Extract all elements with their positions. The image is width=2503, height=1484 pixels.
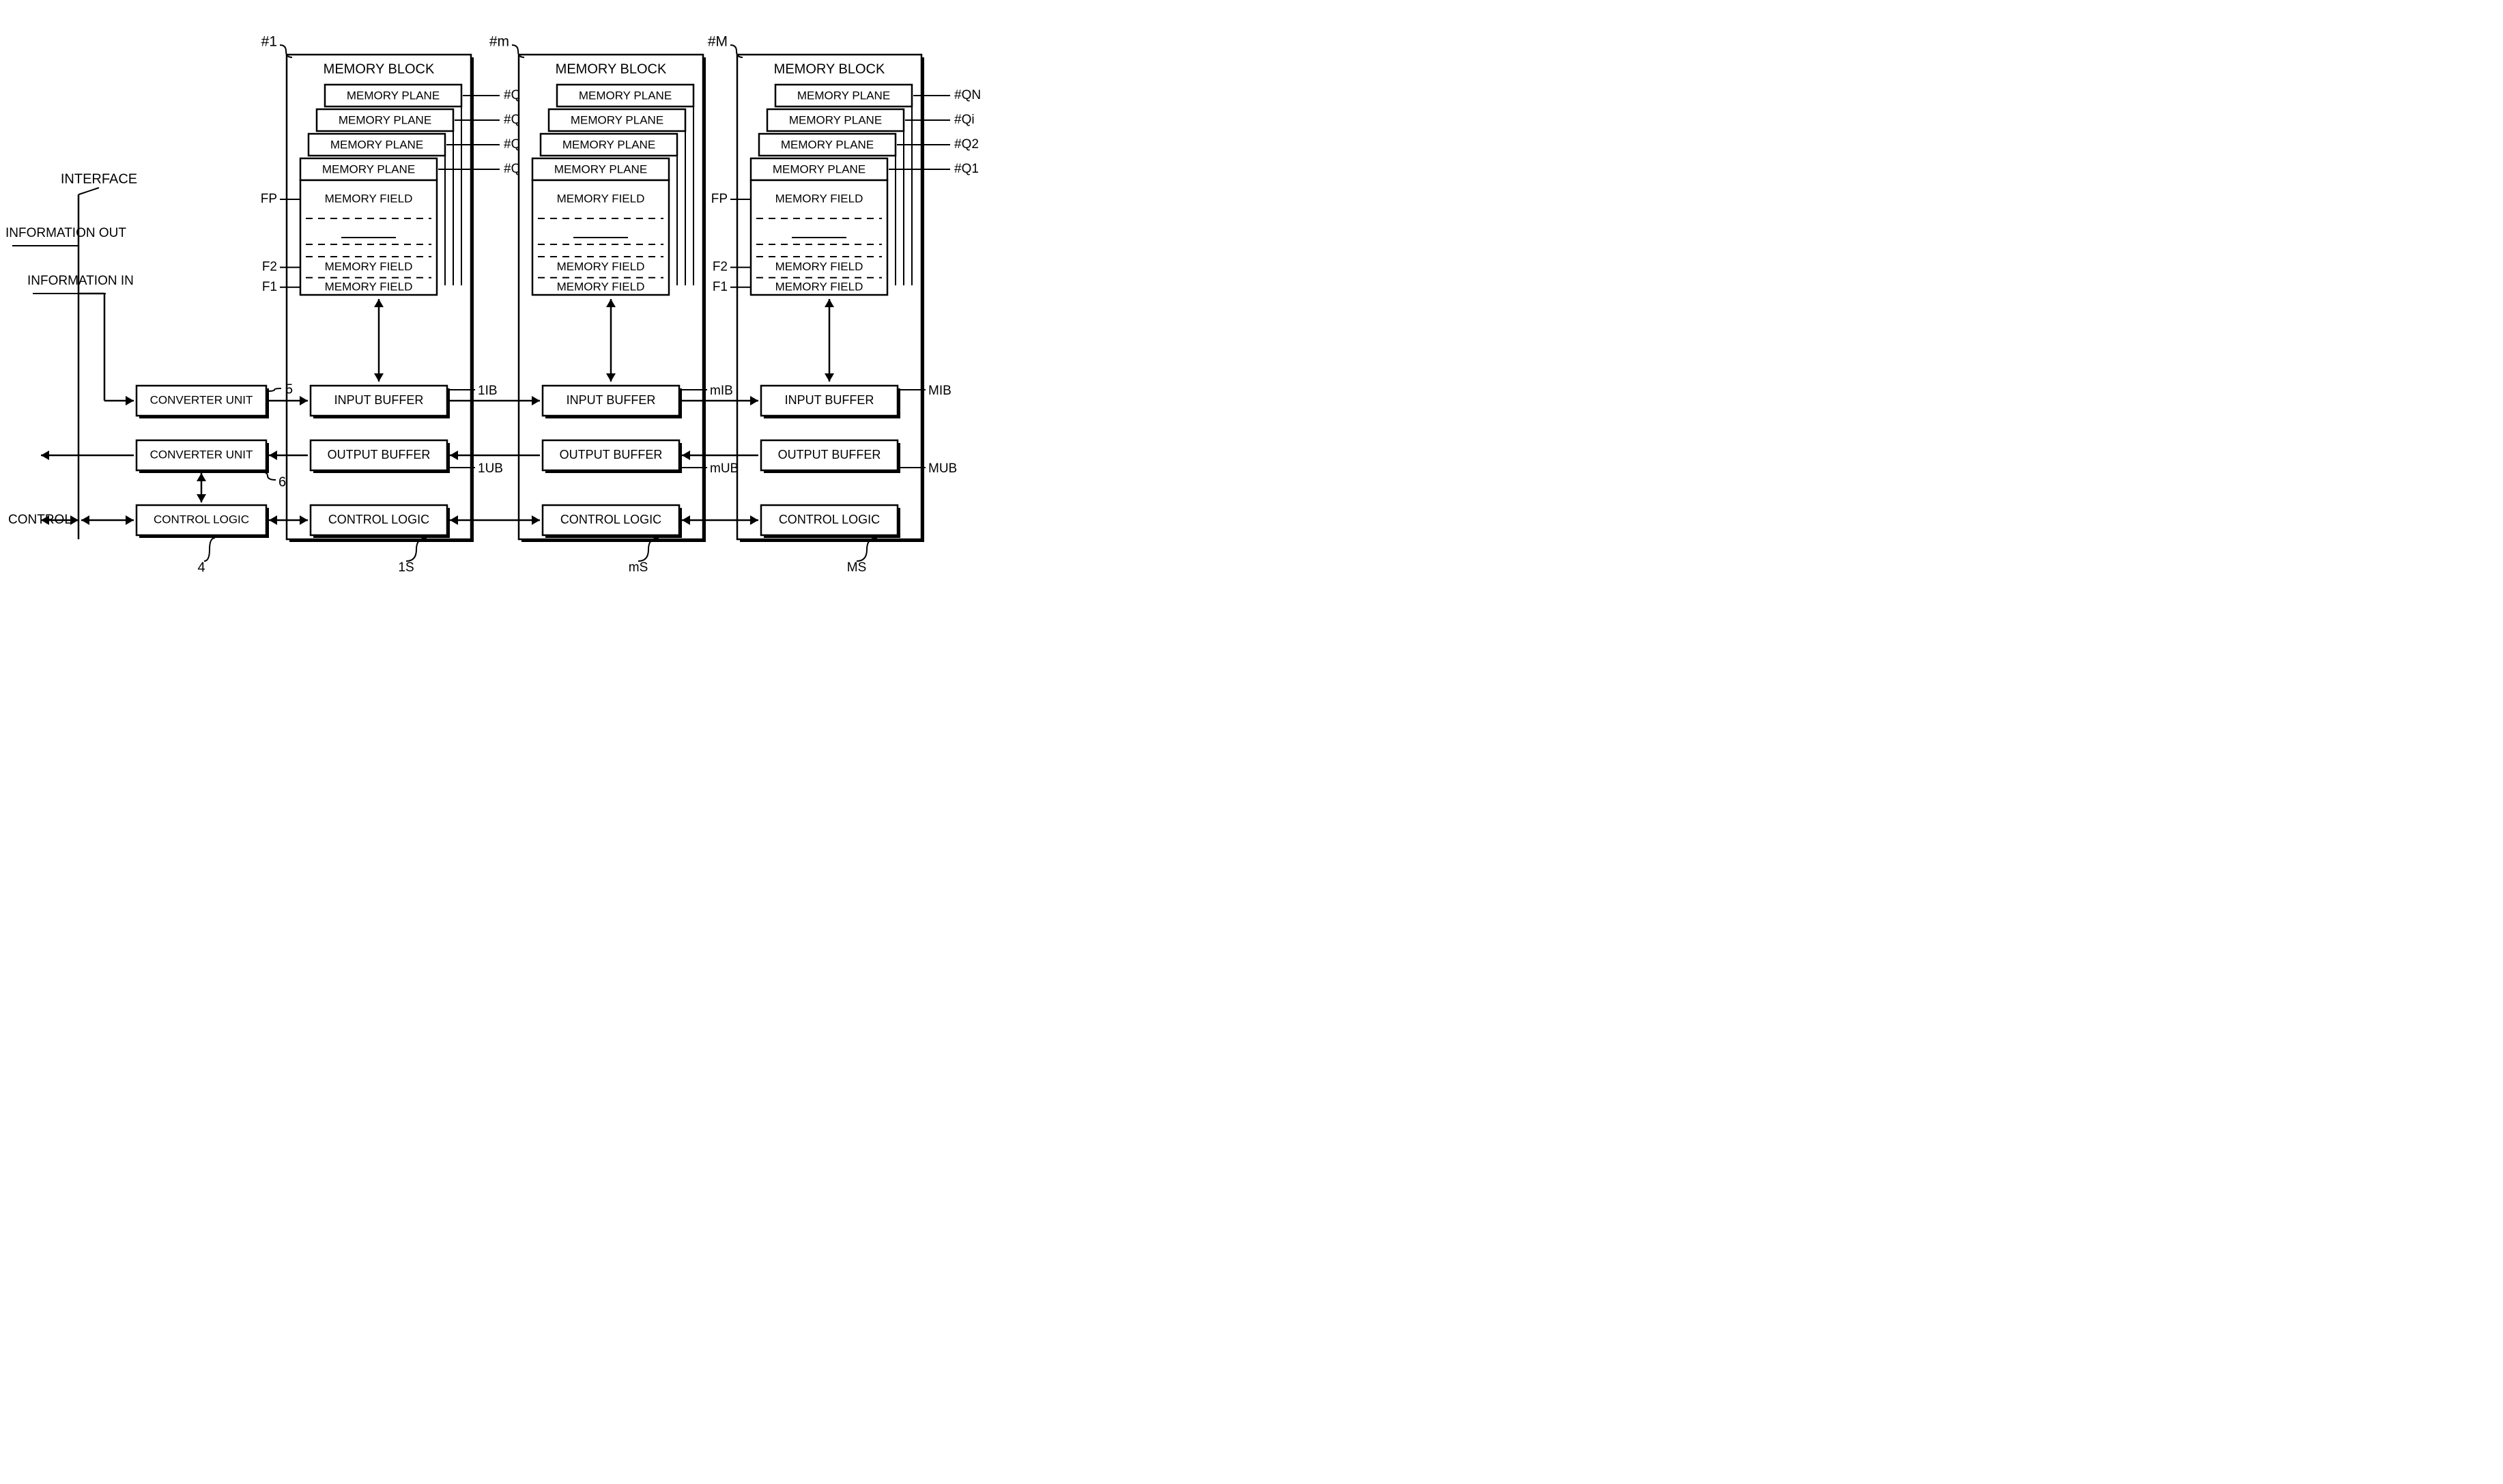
memory-block-title: MEMORY BLOCK [556,61,667,76]
tag-5: 5 [285,382,293,397]
field-tag: F2 [262,260,277,274]
memory-field-label: MEMORY FIELD [775,280,863,293]
memory-plane-label: MEMORY PLANE [797,89,890,102]
memory-field-label: MEMORY FIELD [325,280,413,293]
memory-field-label: MEMORY FIELD [325,260,413,273]
memory-plane-label: MEMORY PLANE [554,162,647,175]
input-buffer-label: INPUT BUFFER [567,393,656,407]
ub-tag: MUB [928,461,957,476]
memory-field-label: MEMORY FIELD [557,280,645,293]
block-id-tag: #m [489,34,509,50]
plane-tag: #Q1 [954,162,979,176]
memory-field-label: MEMORY FIELD [775,260,863,273]
output-buffer-label: OUTPUT BUFFER [328,448,431,461]
plane-tag: #QN [954,88,981,102]
ub-tag: mUB [710,461,739,476]
memory-block-title: MEMORY BLOCK [324,61,435,76]
field-tag: FP [711,192,728,206]
memory-plane-label: MEMORY PLANE [562,138,655,151]
memory-field-label: MEMORY FIELD [325,192,413,205]
memory-block: MEMORY BLOCKMEMORY PLANE#QNMEMORY PLANE#… [261,34,530,575]
output-buffer-label: OUTPUT BUFFER [560,448,663,461]
ub-tag: 1UB [478,461,503,476]
control-logic-label: CONTROL LOGIC [779,513,880,526]
memory-block: MEMORY BLOCK MEMORY PLANE MEMORY PLANE MEMO… [489,34,739,575]
plane-tag: #Q2 [954,137,979,152]
memory-plane-label: MEMORY PLANE [571,113,663,126]
memory-plane-label: MEMORY PLANE [781,138,874,151]
info-out-label: INFORMATION OUT [5,226,126,240]
memory-field-label: MEMORY FIELD [557,192,645,205]
control-logic-label: CONTROL LOGIC [560,513,661,526]
memory-field-label: MEMORY FIELD [557,260,645,273]
block-id-tag: #1 [261,34,277,50]
memory-field-label: MEMORY FIELD [775,192,863,205]
memory-plane-label: MEMORY PLANE [789,113,882,126]
ib-tag: MIB [928,384,952,398]
cl-tag: mS [629,560,648,575]
cl-tag: 1S [398,560,414,575]
memory-block: MEMORY BLOCK MEMORY PLANE #QN MEMORY PLANE #… [708,34,981,575]
converter-in-label: CONVERTER UNIT [150,393,253,406]
field-tag: F2 [713,260,728,274]
block-id-tag: #M [708,34,728,50]
field-tag: F1 [713,280,728,294]
interface-title: INTERFACE [61,171,137,186]
plane-tag: #Qi [954,113,975,127]
field-tag: F1 [262,280,277,294]
memory-block-title: MEMORY BLOCK [774,61,885,76]
tag-6: 6 [278,474,286,489]
memory-plane-label: MEMORY PLANE [322,162,415,175]
field-tag: FP [261,192,277,206]
ib-tag: mIB [710,384,733,398]
memory-plane-label: MEMORY PLANE [330,138,423,151]
control-logic-main-label: CONTROL LOGIC [154,513,249,526]
cl-tag: MS [847,560,867,575]
memory-plane-label: MEMORY PLANE [773,162,866,175]
diagram-canvas: MEMORY BLOCK MEMORY PLANE #QN MEMORY PLANE #… [0,0,1001,594]
memory-plane-label: MEMORY PLANE [347,89,440,102]
ib-tag: 1IB [478,384,498,398]
memory-plane-label: MEMORY PLANE [339,113,431,126]
info-in-label: INFORMATION IN [27,274,134,288]
memory-plane-label: MEMORY PLANE [579,89,672,102]
output-buffer-label: OUTPUT BUFFER [778,448,881,461]
tag-4: 4 [197,560,205,575]
control-logic-label: CONTROL LOGIC [328,513,429,526]
input-buffer-label: INPUT BUFFER [785,393,874,407]
converter-out-label: CONVERTER UNIT [150,448,253,461]
input-buffer-label: INPUT BUFFER [334,393,424,407]
